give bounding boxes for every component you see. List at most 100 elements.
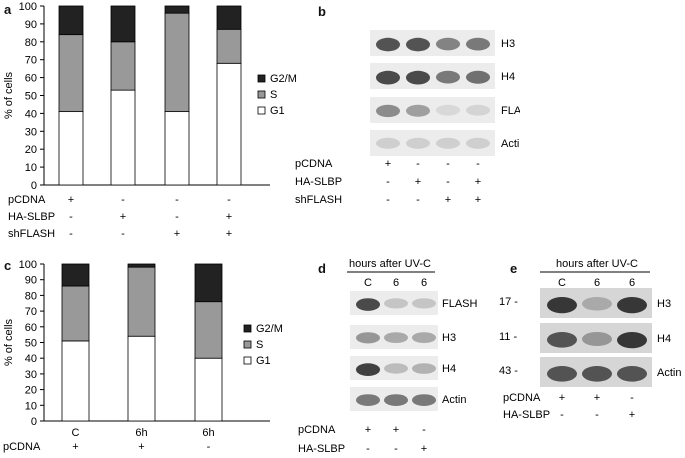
d-condition-mark: + (393, 424, 399, 436)
c-bar-g1-3 (194, 357, 223, 422)
c-ytick-label: 80 (25, 290, 37, 302)
b-condition-mark: - (446, 176, 450, 188)
panel-letter-e: e (510, 261, 518, 276)
d-band (412, 298, 436, 309)
b-band-label: FLASH (501, 105, 520, 117)
d-condition-mark: - (422, 424, 426, 436)
a-legend-swatch (257, 90, 266, 99)
a-condition-mark: - (69, 228, 73, 240)
a-condition-mark: - (227, 194, 231, 206)
d-lane-label: C (364, 277, 372, 289)
c-bar-s-2 (127, 266, 156, 337)
c-ytick-label: 20 (25, 385, 37, 397)
c-ytick-label: 70 (25, 306, 37, 318)
a-ytick-label: 50 (25, 91, 37, 103)
c-legend-label: S (256, 339, 263, 351)
d-band (384, 298, 408, 309)
d-lane-label: 6 (393, 277, 399, 289)
c-bar-s-3 (194, 301, 223, 359)
a-ytick-label: 70 (25, 55, 37, 67)
e-band (582, 332, 612, 347)
a-bar-s-1 (58, 34, 84, 113)
e-lane-label: 6 (594, 277, 600, 289)
c-ytick-label: 100 (19, 259, 37, 271)
d-band (356, 363, 380, 377)
c-ytick-label: 90 (25, 275, 37, 287)
e-condition-label: pCDNA (503, 392, 541, 404)
b-band (376, 137, 400, 149)
a-bar-s-3 (164, 12, 190, 113)
b-band (436, 37, 460, 51)
c-ytick-label: 60 (25, 322, 37, 334)
c-ylabel: % of cells (3, 318, 15, 366)
e-condition-mark: + (629, 409, 635, 421)
c-bar-g1-1 (61, 340, 90, 422)
a-ytick-label: 60 (25, 73, 37, 85)
a-bar-g2m-1 (58, 5, 84, 36)
e-band (547, 366, 577, 382)
b-condition-mark: - (476, 158, 480, 170)
d-band-label: H4 (442, 363, 456, 375)
b-condition-mark: + (475, 176, 481, 188)
b-condition-mark: - (416, 158, 420, 170)
a-condition-label: pCDNA (8, 194, 46, 206)
c-category-label: C (72, 427, 80, 439)
a-condition-mark: - (69, 211, 73, 223)
b-band (466, 137, 490, 149)
e-band (547, 332, 577, 348)
c-ytick-label: 50 (25, 338, 37, 350)
c-condition-label: pCDNA (3, 441, 41, 453)
a-condition-mark: + (226, 228, 232, 240)
c-legend-swatch (243, 356, 252, 365)
b-band (376, 104, 400, 118)
c-ytick-label: 10 (25, 400, 37, 412)
d-band (412, 363, 436, 374)
a-condition-label: HA-SLBP (8, 211, 55, 223)
e-band (547, 297, 577, 314)
e-header: hours after UV-C (556, 258, 638, 270)
b-band (466, 37, 490, 51)
c-bar-g2m-2 (127, 263, 156, 268)
a-bar-g1-2 (110, 89, 136, 186)
c-bar-s-1 (61, 285, 90, 342)
a-ytick-label: 80 (25, 37, 37, 49)
panel-letter-c: c (4, 258, 12, 273)
a-condition-label: shFLASH (8, 228, 55, 240)
a-legend-label: G1 (270, 105, 285, 117)
panel-e-blot: hours after UV-C C 6 6 17 - 11 - 43 - H3 H4 Actin… (499, 258, 681, 421)
d-band (356, 394, 380, 406)
b-band (466, 70, 490, 84)
b-condition-mark: + (385, 158, 391, 170)
b-band-label: H3 (501, 38, 515, 50)
d-condition-mark: + (421, 443, 427, 455)
e-marker-label: 11 - (499, 331, 517, 343)
e-band (617, 366, 647, 382)
b-band (406, 104, 430, 117)
a-ytick-label: 100 (19, 1, 37, 13)
d-condition-label: pCDNA (298, 424, 336, 436)
c-condition-mark: + (138, 441, 144, 453)
d-condition-mark: - (394, 443, 398, 455)
e-marker-label: 17 - (499, 296, 518, 308)
b-condition-label: HA-SLBP (295, 176, 342, 188)
b-band (406, 37, 430, 52)
panel-letter-b: b (318, 4, 326, 19)
b-band (436, 104, 460, 116)
a-bar-g1-3 (164, 111, 190, 186)
panel-letter-d: d (318, 261, 326, 276)
a-ytick-label: 40 (25, 108, 37, 120)
c-bar-g2m-3 (194, 263, 223, 303)
e-band (582, 297, 612, 311)
b-band (406, 70, 430, 85)
c-condition-mark: + (72, 441, 78, 453)
a-bar-g1-4 (216, 62, 242, 186)
e-condition-mark: + (594, 392, 600, 404)
d-lane-label: 6 (421, 277, 427, 289)
d-condition-mark: + (365, 424, 371, 436)
c-legend-label: G2/M (256, 323, 283, 335)
d-band-label: H3 (442, 332, 456, 344)
d-band-label: FLASH (442, 298, 478, 310)
d-band (384, 363, 408, 374)
e-band (617, 332, 647, 349)
panel-b-blot: H3 H4 FLASH Actin pCDNA + - - - HA-SLBP - + - + shFLAS… (295, 30, 520, 206)
